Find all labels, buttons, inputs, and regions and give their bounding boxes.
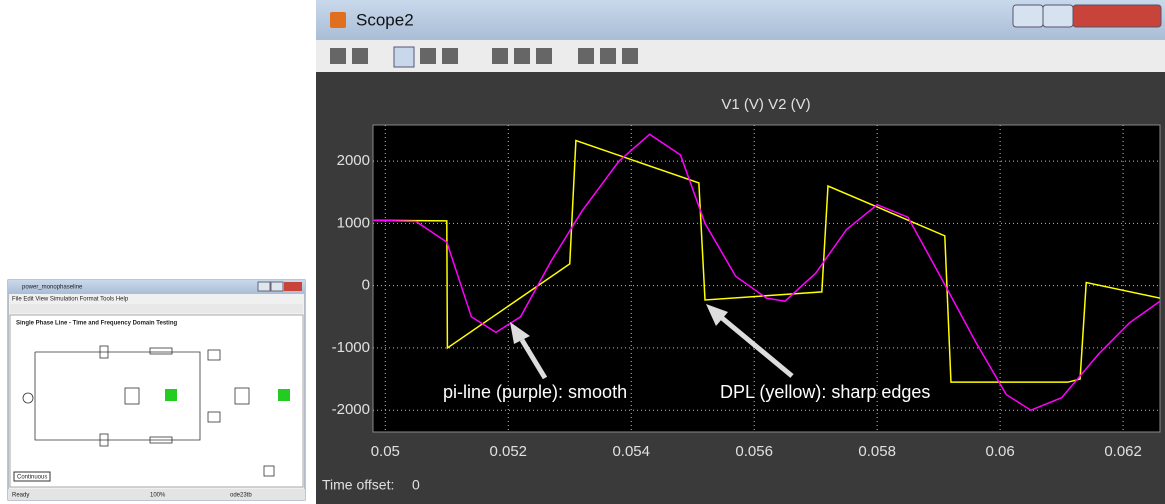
x-tick-label: 0.062 xyxy=(1104,443,1142,460)
floating-icon[interactable] xyxy=(578,48,594,64)
signal-icon[interactable] xyxy=(622,48,638,64)
minimize-button[interactable] xyxy=(1013,5,1043,27)
lock-icon[interactable] xyxy=(600,48,616,64)
restore-axes-icon[interactable] xyxy=(536,48,552,64)
annotation: DPL (yellow): sharp edges xyxy=(720,382,930,402)
zoom-icon[interactable] xyxy=(394,47,414,67)
autoscale-icon[interactable] xyxy=(492,48,508,64)
mode: Continuous xyxy=(17,475,47,481)
zoom: 100% xyxy=(150,493,166,499)
time-offset: 0 xyxy=(412,477,420,493)
x-tick-label: 0.05 xyxy=(371,443,400,460)
save-axes-icon[interactable] xyxy=(514,48,530,64)
time-offset-label: Time offset: xyxy=(322,477,394,493)
close-button[interactable] xyxy=(1073,5,1161,27)
scope-window: Scope2 V1 (V) V2 (V) Time offset: 0 -200… xyxy=(316,0,1165,504)
x-tick-label: 0.052 xyxy=(489,443,527,460)
window-title: Scope2 xyxy=(356,10,414,29)
params-icon[interactable] xyxy=(352,48,368,64)
solver: ode23tb xyxy=(230,493,252,499)
x-tick-label: 0.058 xyxy=(858,443,896,460)
x-tick-label: 0.056 xyxy=(735,443,773,460)
model-menu[interactable]: File Edit View Simulation Format Tools H… xyxy=(12,297,129,303)
annotation: pi-line (purple): smooth xyxy=(443,382,627,402)
y-tick-label: 0 xyxy=(362,277,370,294)
y-tick-label: -2000 xyxy=(332,401,370,418)
model-window: power_monophaseline File Edit View Simul… xyxy=(8,280,305,500)
chart-title: V1 (V) V2 (V) xyxy=(721,96,810,113)
zoom-y-icon[interactable] xyxy=(442,48,458,64)
y-tick-label: 2000 xyxy=(337,152,370,169)
zoom-x-icon[interactable] xyxy=(420,48,436,64)
close-button[interactable] xyxy=(284,282,302,291)
model-title: power_monophaseline xyxy=(22,285,83,291)
y-tick-label: -1000 xyxy=(332,339,370,356)
x-tick-label: 0.054 xyxy=(612,443,650,460)
model-heading: Single Phase Line - Time and Frequency D… xyxy=(16,321,177,327)
print-icon[interactable] xyxy=(330,48,346,64)
y-tick-label: 1000 xyxy=(337,214,370,231)
maximize-button[interactable] xyxy=(1043,5,1073,27)
x-tick-label: 0.06 xyxy=(986,443,1015,460)
status: Ready xyxy=(12,493,29,499)
screen: power_monophaseline File Edit View Simul… xyxy=(0,0,1165,504)
